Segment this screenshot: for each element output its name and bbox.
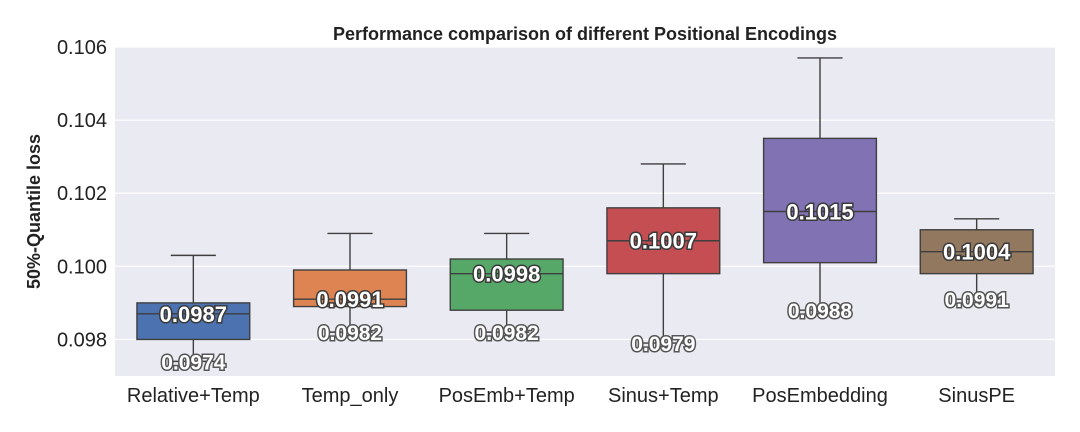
box-relative-temp xyxy=(136,254,251,363)
median-label: 0.0991 xyxy=(316,287,383,312)
min-label: 0.0988 xyxy=(788,300,853,323)
y-tick-label: 0.106 xyxy=(57,37,107,59)
box-posemb-temp xyxy=(449,232,564,333)
plot-area xyxy=(115,47,1055,376)
y-tick-label: 0.100 xyxy=(57,256,107,278)
y-axis-label: 50%-Quantile loss xyxy=(24,134,44,289)
x-tick-label: Temp_only xyxy=(302,385,399,407)
median-label: 0.0998 xyxy=(473,262,540,287)
min-label: 0.0982 xyxy=(475,322,539,345)
min-label: 0.0974 xyxy=(161,351,226,374)
box-body xyxy=(136,302,251,341)
min-label: 0.0979 xyxy=(631,333,695,356)
box-posembedding xyxy=(762,57,878,311)
median-label: 0.1015 xyxy=(786,200,853,225)
y-tick-label: 0.098 xyxy=(57,329,107,351)
grid-lines xyxy=(115,46,1055,341)
box-sinus-temp xyxy=(606,163,721,344)
x-tick-label: SinusPE xyxy=(938,385,1015,407)
box-body xyxy=(292,269,408,308)
min-label: 0.0991 xyxy=(945,289,1010,312)
x-tick-label: PosEmb+Temp xyxy=(439,385,575,407)
data-labels: 0.0987 0.0974 0.0991 0.0982 0.0998 0.0982 0.10… xyxy=(158,198,1012,376)
x-tick-label: Sinus+Temp xyxy=(608,385,719,407)
x-axis-ticks: Relative+Temp Temp_only PosEmb+Temp Sinus+T… xyxy=(127,385,1015,407)
boxes xyxy=(136,57,1034,363)
box-body xyxy=(762,137,878,264)
median-label: 0.1004 xyxy=(943,240,1011,265)
y-axis-ticks: 0.098 0.100 0.102 0.104 0.106 xyxy=(57,37,107,351)
y-tick-label: 0.102 xyxy=(57,183,107,205)
min-label: 0.0982 xyxy=(318,322,382,345)
box-temp-only xyxy=(292,232,408,333)
median-label: 0.1007 xyxy=(630,229,697,254)
chart-title: Performance comparison of different Posi… xyxy=(333,24,837,44)
y-tick-label: 0.104 xyxy=(57,110,107,132)
x-tick-label: Relative+Temp xyxy=(127,385,260,407)
median-label: 0.0987 xyxy=(160,302,227,327)
box-sinuspe xyxy=(919,218,1034,300)
box-body xyxy=(449,258,564,311)
x-tick-label: PosEmbedding xyxy=(752,385,888,407)
